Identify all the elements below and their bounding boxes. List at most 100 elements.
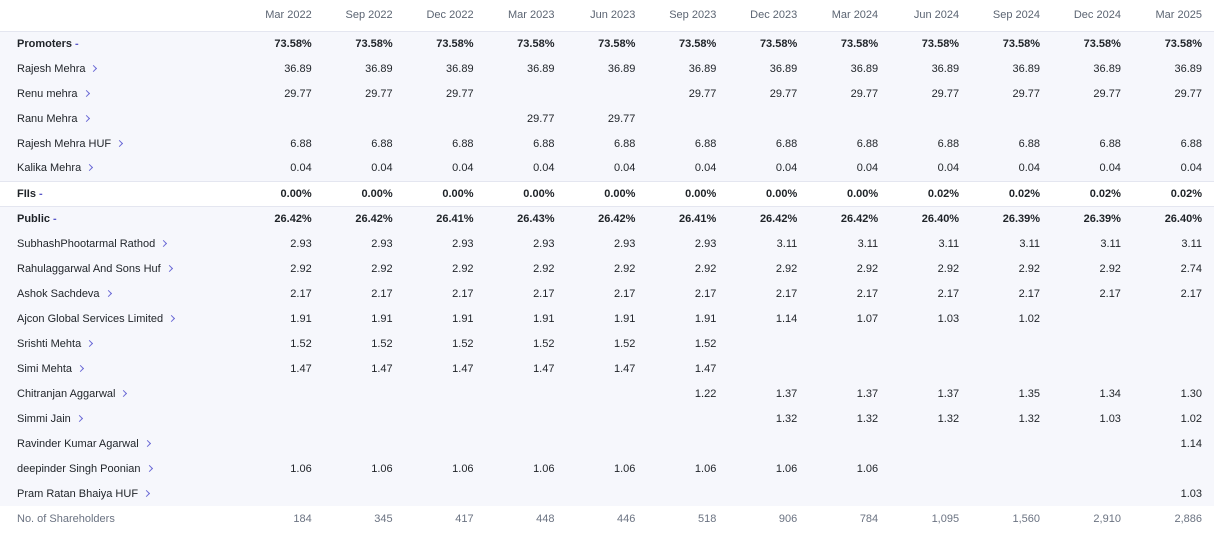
value-cell: 0.00% [728, 180, 810, 206]
column-header: Jun 2024 [890, 0, 972, 32]
chevron-right-icon[interactable] [86, 339, 94, 347]
category-row[interactable]: Public -26.42% 26.42% 26.41% 26.43% 26.42% 26.… [0, 205, 1214, 231]
holder-name-link[interactable]: Renu mehra [17, 87, 78, 100]
value-cell: 26.42% [323, 205, 405, 231]
chevron-right-icon[interactable] [90, 64, 98, 72]
value-cell [971, 431, 1053, 456]
value-cell: 36.89 [1052, 56, 1133, 81]
holder-name-link[interactable]: Srishti Mehta [17, 337, 82, 350]
value-cell: 29.77 [890, 81, 972, 106]
value-cell: 36.89 [809, 56, 891, 81]
holder-name-link[interactable]: Ashok Sachdeva [17, 287, 100, 300]
value-cell: 1.14 [1132, 431, 1214, 456]
value-cell [1132, 306, 1214, 331]
holder-name-cell: Pram Ratan Bhaiya HUF [0, 481, 243, 506]
shareholders-count-cell: 2,886 [1132, 506, 1214, 531]
value-cell: 2.17 [404, 281, 486, 306]
holder-name-link[interactable]: Ajcon Global Services Limited [17, 312, 164, 325]
value-cell: 0.04 [809, 156, 891, 181]
chevron-right-icon[interactable] [143, 489, 151, 497]
value-cell [242, 481, 324, 506]
value-cell: 0.00% [242, 180, 324, 206]
holder-name-link[interactable]: Ranu Mehra [17, 112, 78, 125]
holder-name-link[interactable]: Pram Ratan Bhaiya HUF [17, 487, 139, 500]
value-cell: 2.74 [1132, 256, 1214, 281]
shareholders-count-cell: 1,560 [971, 506, 1053, 531]
holder-name-link[interactable]: Kalika Mehra [17, 162, 82, 175]
value-cell [647, 406, 729, 431]
holder-name-link[interactable]: Simmi Jain [17, 412, 71, 425]
category-row[interactable]: Promoters -73.58% 73.58% 73.58% 73.58% 73.58%… [0, 31, 1214, 56]
category-row[interactable]: FIIs -0.00% 0.00% 0.00% 0.00% 0.00% 0.00% 0.00%… [0, 180, 1214, 206]
value-cell: 1.34 [1052, 381, 1133, 406]
holder-name-link[interactable]: SubhashPhootarmal Rathod [17, 237, 156, 250]
value-cell [971, 481, 1053, 506]
chevron-right-icon[interactable] [104, 289, 112, 297]
category-name-cell[interactable]: FIIs - [0, 180, 243, 206]
shareholders-count-cell: 518 [647, 506, 729, 531]
table-row: SubhashPhootarmal Rathod 2.93 2.93 2.93 2.93… [0, 231, 1214, 256]
value-cell: 1.35 [971, 381, 1053, 406]
shareholders-count-label: No. of Shareholders [0, 506, 243, 531]
value-cell: 2.17 [647, 281, 729, 306]
value-cell: 26.43% [485, 205, 567, 231]
value-cell: 0.02% [890, 180, 972, 206]
collapse-toggle-button[interactable]: - [38, 187, 43, 200]
holder-name-link[interactable]: Simi Mehta [17, 362, 73, 375]
table-row: Rajesh Mehra 36.89 36.89 36.89 36.89 36.89 36.… [0, 56, 1214, 81]
chevron-right-icon[interactable] [165, 264, 173, 272]
chevron-right-icon[interactable] [160, 239, 168, 247]
value-cell: 0.04 [971, 156, 1053, 181]
holder-name-link[interactable]: Ravinder Kumar Agarwal [17, 437, 139, 450]
category-label: Promoters [17, 37, 73, 50]
chevron-right-icon[interactable] [86, 164, 94, 172]
value-cell: 0.04 [647, 156, 729, 181]
value-cell: 6.88 [323, 131, 405, 156]
value-cell [890, 431, 972, 456]
category-name-cell[interactable]: Public - [0, 205, 243, 231]
chevron-right-icon[interactable] [116, 139, 124, 147]
value-cell: 0.00% [485, 180, 567, 206]
value-cell: 36.89 [323, 56, 405, 81]
holder-name-link[interactable]: deepinder Singh Poonian [17, 462, 141, 475]
collapse-toggle-button[interactable]: - [75, 37, 79, 50]
value-cell: 1.07 [809, 306, 891, 331]
holder-name-link[interactable]: Chitranjan Aggarwal [17, 387, 116, 400]
chevron-right-icon[interactable] [143, 439, 151, 447]
value-cell [485, 481, 567, 506]
holder-name-link[interactable]: Rahulaggarwal And Sons Huf [17, 262, 161, 275]
chevron-right-icon[interactable] [76, 364, 85, 372]
value-cell: 73.58% [404, 31, 486, 56]
shareholders-count-cell: 2,910 [1052, 506, 1133, 531]
value-cell [809, 331, 891, 356]
chevron-right-icon[interactable] [120, 389, 128, 397]
holder-name-link[interactable]: Rajesh Mehra [17, 62, 86, 75]
value-cell [971, 356, 1053, 381]
shareholders-count-cell: 784 [809, 506, 891, 531]
value-cell [566, 481, 648, 506]
value-cell: 0.00% [809, 180, 891, 206]
chevron-right-icon[interactable] [145, 464, 153, 472]
value-cell: 73.58% [566, 31, 648, 56]
value-cell: 1.32 [728, 406, 810, 431]
value-cell [242, 406, 324, 431]
value-cell: 2.93 [323, 231, 405, 256]
chevron-right-icon[interactable] [82, 114, 90, 122]
value-cell: 2.92 [485, 256, 567, 281]
collapse-toggle-button[interactable]: - [53, 212, 57, 225]
value-cell [728, 356, 810, 381]
value-cell: 26.42% [728, 205, 810, 231]
value-cell [1052, 456, 1133, 481]
chevron-right-icon[interactable] [168, 314, 176, 322]
table-row: Rajesh Mehra HUF 6.88 6.88 6.88 6.88 6.88 6.88… [0, 131, 1214, 156]
chevron-right-icon[interactable] [75, 414, 83, 422]
value-cell [890, 481, 972, 506]
category-name-cell[interactable]: Promoters - [0, 31, 243, 56]
holder-name-link[interactable]: Rajesh Mehra HUF [17, 137, 112, 150]
shareholders-count-row: No. of Shareholders 184 345 417 448 446 518 906… [0, 506, 1214, 531]
chevron-right-icon[interactable] [82, 89, 90, 97]
header-row: Mar 2022 Sep 2022 Dec 2022 Mar 2023 Jun 2023… [0, 0, 1214, 32]
value-cell [323, 481, 405, 506]
value-cell: 3.11 [728, 231, 810, 256]
value-cell: 1.06 [647, 456, 729, 481]
